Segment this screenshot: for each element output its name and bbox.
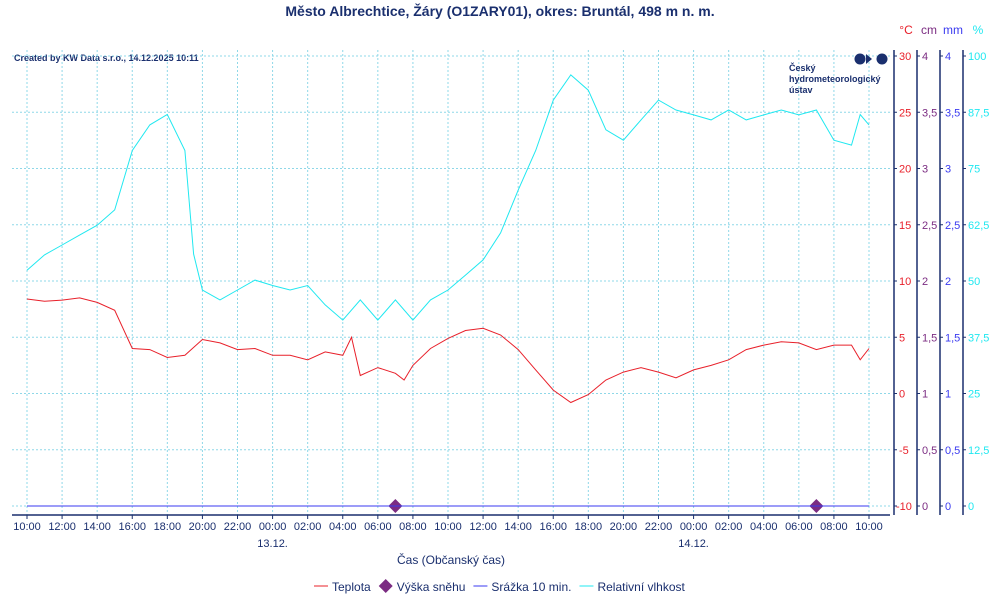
x-tick-label: 04:00 xyxy=(329,521,357,533)
y-tick-label: 1,5 xyxy=(945,332,960,344)
y-tick-label: 62,5 xyxy=(968,220,989,232)
y-tick-label: 1 xyxy=(945,389,951,401)
x-tick-label: 06:00 xyxy=(785,521,813,533)
series-relativn-vlhkost xyxy=(26,74,870,321)
y-tick-label: 25 xyxy=(968,389,980,401)
y-tick-label: 30 xyxy=(899,51,911,63)
y-tick-label: 3,5 xyxy=(945,107,960,119)
date-label: 13.12. xyxy=(257,538,288,550)
y-tick-label: -10 xyxy=(896,501,912,513)
x-tick-label: 14:00 xyxy=(504,521,532,533)
legend-marker xyxy=(378,579,393,593)
series-teplota xyxy=(26,297,870,404)
y-tick-label: -5 xyxy=(899,445,909,457)
x-tick-label: 14:00 xyxy=(83,521,111,533)
y-tick-label: 2 xyxy=(945,276,951,288)
y-tick-label: 0 xyxy=(922,501,928,513)
x-tick-label: 12:00 xyxy=(469,521,497,533)
logo-text: ústav xyxy=(789,85,813,95)
y-tick-label: 87,5 xyxy=(968,107,989,119)
x-tick-label: 10:00 xyxy=(855,521,883,533)
y-tick-label: 15 xyxy=(899,220,911,232)
x-tick-label: 04:00 xyxy=(750,521,778,533)
y-tick-label: 2 xyxy=(922,276,928,288)
y-tick-label: 0 xyxy=(945,501,951,513)
y-tick-label: 37,5 xyxy=(968,332,989,344)
x-tick-label: 08:00 xyxy=(820,521,848,533)
x-tick-label: 00:00 xyxy=(680,521,708,533)
x-tick-label: 22:00 xyxy=(645,521,673,533)
y-tick-label: 100 xyxy=(968,51,986,63)
y-tick-label: 25 xyxy=(899,107,911,119)
y-tick-label: 0,5 xyxy=(922,445,937,457)
axis-unit: cm xyxy=(921,23,937,37)
legend-label: Relativní vlhkost xyxy=(597,580,685,594)
y-tick-label: 3,5 xyxy=(922,107,937,119)
y-tick-label: 1 xyxy=(922,389,928,401)
y-tick-label: 4 xyxy=(945,51,951,63)
x-tick-label: 20:00 xyxy=(189,521,217,533)
x-tick-label: 10:00 xyxy=(434,521,462,533)
x-tick-label: 00:00 xyxy=(259,521,287,533)
y-tick-label: 0,5 xyxy=(945,445,960,457)
logo-icon xyxy=(854,53,866,65)
x-tick-label: 10:00 xyxy=(13,521,41,533)
x-tick-label: 06:00 xyxy=(364,521,392,533)
x-tick-label: 08:00 xyxy=(399,521,427,533)
y-tick-label: 2,5 xyxy=(922,220,937,232)
legend-label: Srážka 10 min. xyxy=(491,580,571,594)
legend-label: Teplota xyxy=(332,580,371,594)
y-tick-label: 0 xyxy=(899,389,905,401)
y-tick-label: 3 xyxy=(922,164,928,176)
axis-unit: % xyxy=(973,23,984,37)
x-tick-label: 12:00 xyxy=(48,521,76,533)
logo-icon xyxy=(866,54,872,64)
x-tick-label: 16:00 xyxy=(539,521,567,533)
credit-text: Created by KW Data s.r.o., 14.12.2025 10… xyxy=(14,53,199,63)
logo-text: hydrometeorologický xyxy=(789,74,881,84)
x-tick-label: 20:00 xyxy=(610,521,638,533)
y-tick-label: 12,5 xyxy=(968,445,989,457)
y-tick-label: 20 xyxy=(899,164,911,176)
axis-unit: mm xyxy=(943,23,963,37)
chart-title: Město Albrechtice, Žáry (O1ZARY01), okre… xyxy=(285,2,714,19)
x-tick-label: 02:00 xyxy=(294,521,322,533)
y-tick-label: 4 xyxy=(922,51,928,63)
date-label: 14.12. xyxy=(678,538,709,550)
y-tick-label: 75 xyxy=(968,164,980,176)
x-tick-label: 22:00 xyxy=(224,521,252,533)
x-axis-label: Čas (Občanský čas) xyxy=(397,552,505,567)
y-tick-label: 50 xyxy=(968,276,980,288)
y-tick-label: 10 xyxy=(899,276,911,288)
legend-label: Výška sněhu xyxy=(397,580,466,594)
x-tick-label: 02:00 xyxy=(715,521,743,533)
y-tick-label: 2,5 xyxy=(945,220,960,232)
axis-unit: °C xyxy=(899,23,913,37)
x-tick-label: 18:00 xyxy=(154,521,182,533)
logo-icon xyxy=(876,53,888,65)
y-tick-label: 5 xyxy=(899,332,905,344)
x-tick-label: 16:00 xyxy=(118,521,146,533)
y-tick-label: 0 xyxy=(968,501,974,513)
y-tick-label: 1,5 xyxy=(922,332,937,344)
logo-text: Český xyxy=(789,62,816,73)
y-tick-label: 3 xyxy=(945,164,951,176)
x-tick-label: 18:00 xyxy=(575,521,603,533)
